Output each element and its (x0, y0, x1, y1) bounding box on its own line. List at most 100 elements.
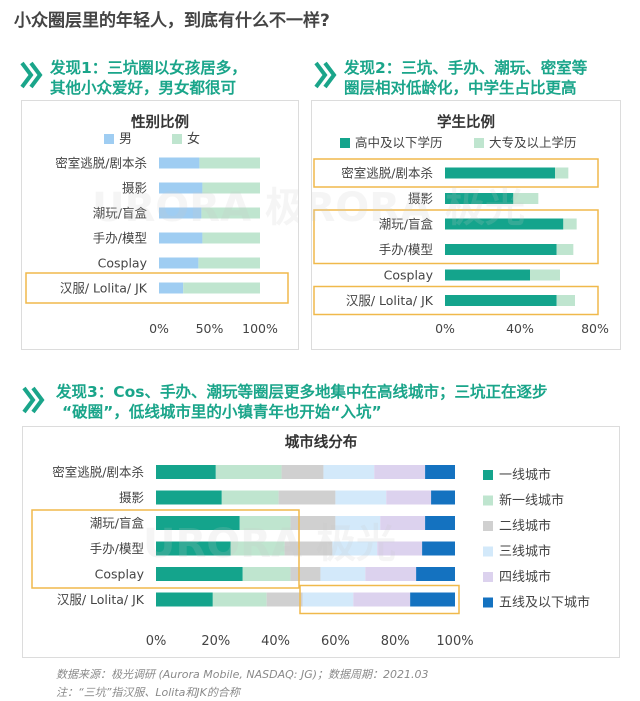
category-label: Cosplay (95, 567, 145, 582)
bar-segment (386, 490, 432, 505)
legend-label: 大专及以上学历 (489, 135, 577, 150)
category-label: Cosplay (98, 256, 148, 271)
finding-3-line1: 发现3：Cos、手办、潮玩等圈层更多地集中在高线城市；三坑正在逐步 (56, 383, 548, 401)
gender-chart-panel: 性别比例男 女密室逃脱/剧本杀 摄影 潮玩/盲盒 手办/模型 Cosplay 汉服/ Lol… (21, 100, 345, 350)
page-title: 小众圈层里的年轻人，到底有什么不一样? (14, 11, 330, 31)
legend-label: 四线城市 (499, 569, 551, 585)
footnote: 注：“三坑”指汉服、Lolita和JK的合称 (56, 686, 240, 699)
bar-segment (320, 567, 366, 581)
finding-3: 发现3：Cos、手办、潮玩等圈层更多地集中在高线城市；三坑正在逐步 “破圈”，低… (56, 382, 548, 422)
bar-segment (556, 295, 575, 306)
x-tick-label: 80% (581, 321, 609, 336)
x-tick-label: 0% (435, 321, 455, 336)
legend-swatch (483, 572, 493, 582)
bar-segment (563, 218, 577, 230)
category-label: 潮玩/盲盒 (93, 206, 148, 221)
watermark-logo: URORA 极光 (92, 185, 298, 231)
category-label: 手办/模型 (379, 242, 433, 257)
legend-label: 男 (119, 132, 132, 147)
highlight-box (313, 209, 599, 265)
watermark-logo: URORA 极光 (312, 185, 525, 231)
bar-segment (445, 167, 555, 179)
bar-segment (445, 193, 514, 204)
bar-segment (290, 516, 336, 530)
bar-segment (221, 490, 279, 505)
x-tick-label: 40% (261, 634, 290, 649)
category-label: 潮玩/盲盒 (90, 516, 145, 531)
bar-segment (199, 157, 260, 169)
bar-segment (556, 244, 574, 255)
legend-label: 五线及以下城市 (499, 595, 590, 611)
legend-swatch (483, 597, 493, 608)
bar-segment (445, 295, 557, 306)
bar-segment (416, 567, 455, 581)
highlight-box (25, 272, 289, 304)
finding-1-line2: 其他小众爱好，男女都很可 (50, 79, 237, 97)
bar-segment (445, 244, 557, 255)
bar-segment (425, 516, 455, 530)
chart-title: 城市线分布 (285, 433, 358, 451)
finding-3-line2: “破圈”，低线城市里的小镇青年也开始“入坑” (62, 403, 382, 421)
bar-segment (353, 592, 411, 607)
category-label: 密室逃脱/剧本杀 (55, 156, 147, 171)
bar-segment (156, 465, 216, 479)
highlight-box (313, 285, 599, 316)
category-label: 密室逃脱/剧本杀 (341, 166, 433, 181)
bar-segment (284, 541, 333, 556)
bar-segment (202, 182, 260, 194)
city-tier-chart-panel: 城市线分布 一线城市 新一线城市 二线城市 三线城市 四线城市 五线及以下城市 密室逃脱/剧本… (22, 426, 620, 658)
bar-segment (425, 465, 455, 479)
finding-2: 发现2：三坑、手办、潮玩、密室等 圈层相对低龄化，中学生占比更高 (344, 58, 587, 98)
bar-segment (156, 541, 231, 556)
finding-2-line1: 发现2：三坑、手办、潮玩、密室等 (344, 59, 588, 77)
watermark-logo: URORA 极光 (143, 521, 396, 567)
category-label: 手办/模型 (93, 231, 147, 246)
double-chevron-icon (314, 61, 337, 89)
legend-swatch (104, 134, 114, 144)
bar-segment (242, 567, 291, 581)
legend-swatch (474, 138, 484, 148)
x-tick-label: 0% (149, 321, 169, 336)
legend-swatch (483, 470, 493, 480)
data-source: 数据来源：极光调研 (Aurora Mobile, NASDAQ: JG)；数据… (56, 668, 429, 681)
bar-segment (156, 490, 222, 505)
bar-segment (302, 592, 354, 607)
bar-segment (159, 182, 203, 194)
x-tick-label: 100% (436, 634, 473, 649)
bar-segment (445, 269, 530, 281)
bar-segment (530, 269, 560, 281)
bar-segment (202, 232, 260, 244)
bar-segment (335, 490, 387, 505)
x-tick-label: 40% (506, 321, 534, 336)
legend-swatch (172, 134, 182, 144)
legend-swatch (483, 495, 493, 506)
bar-segment (183, 282, 260, 294)
bar-segment (422, 541, 455, 556)
bar-segment (281, 465, 324, 479)
category-label: 摄影 (408, 191, 434, 206)
x-tick-label: 60% (321, 634, 350, 649)
legend-label: 一线城市 (499, 467, 551, 483)
legend-label: 新一线城市 (499, 493, 564, 509)
legend-swatch (483, 521, 493, 531)
x-tick-label: 20% (201, 634, 230, 649)
double-chevron-icon (22, 386, 45, 414)
category-label: Cosplay (384, 268, 434, 283)
double-chevron-icon (20, 61, 43, 89)
highlight-box (313, 158, 599, 188)
bar-segment (278, 490, 336, 505)
bar-segment (215, 465, 282, 479)
legend-label: 三线城市 (499, 544, 551, 560)
highlight-box (31, 509, 300, 589)
highlight-box (299, 584, 460, 615)
category-label: 密室逃脱/剧本杀 (52, 465, 144, 480)
bar-segment (332, 541, 378, 556)
bar-segment (445, 218, 564, 230)
bar-segment (431, 490, 455, 505)
bar-segment (377, 541, 423, 556)
x-tick-label: 80% (381, 634, 410, 649)
category-label: 手办/模型 (90, 541, 144, 556)
finding-1-line1: 发现1：三坑圈以女孩居多， (50, 59, 247, 77)
